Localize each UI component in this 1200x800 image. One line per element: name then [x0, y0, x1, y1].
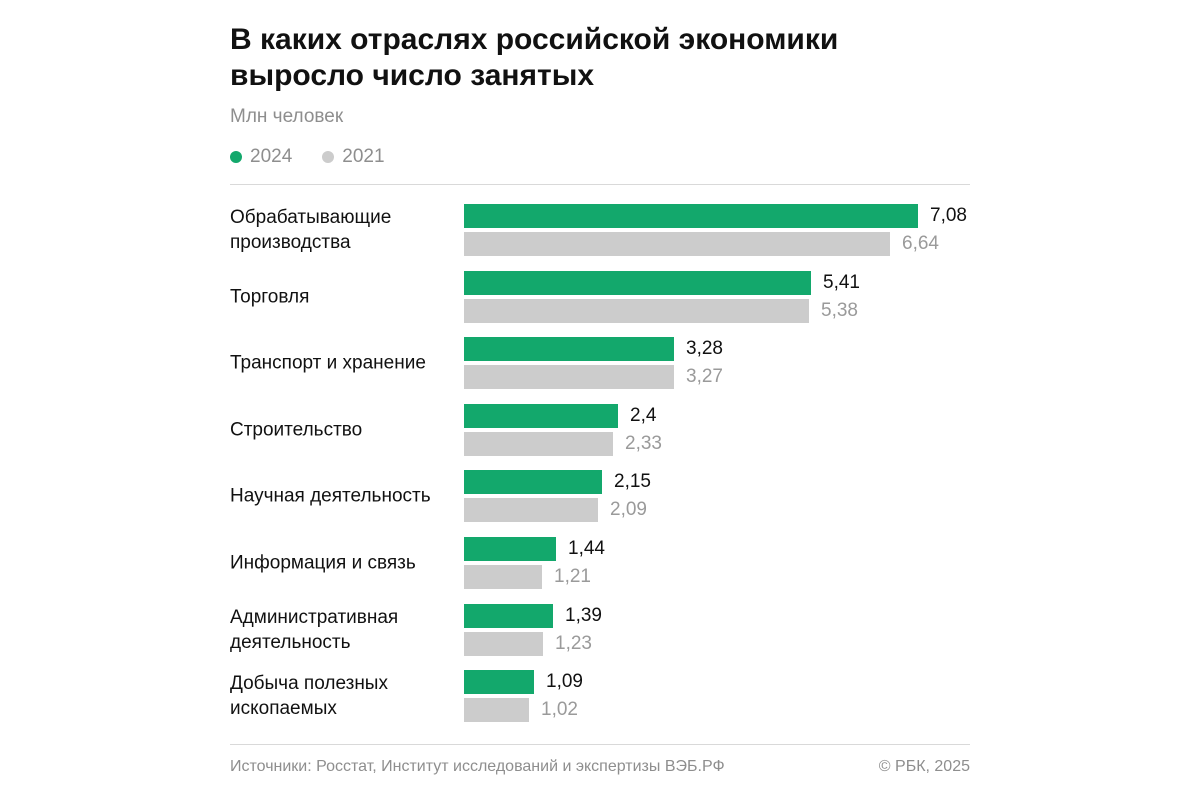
bottom-divider	[230, 744, 970, 745]
bar-2021	[464, 365, 674, 390]
category-label: Научная деятельность	[230, 485, 431, 507]
top-divider	[230, 184, 970, 185]
bar-2024	[464, 470, 602, 495]
bar-2021	[464, 431, 613, 456]
value-label-2021: 1,02	[541, 699, 578, 721]
bar-2021	[464, 232, 890, 256]
value-label-2021: 6,64	[902, 233, 939, 254]
value-label-2024: 3,28	[686, 338, 723, 360]
category-label: Административная деятельность	[230, 606, 399, 653]
bar-2024	[464, 204, 918, 228]
category-label: Обрабатывающие производства	[230, 207, 392, 253]
value-label-2021: 2,09	[610, 499, 647, 521]
category-label: Информация и связь	[230, 552, 416, 574]
source-note: Источники: Росстат, Институт исследовани…	[230, 758, 725, 775]
category-label: Строительство	[230, 419, 363, 441]
legend-item-2021: 2021	[322, 146, 385, 168]
bar-2021	[464, 698, 529, 723]
legend-label-2021: 2021	[342, 146, 385, 167]
bar-2021	[464, 631, 543, 656]
bar-2024	[464, 603, 553, 628]
bar-2024	[464, 670, 534, 695]
value-label-2024: 2,4	[630, 404, 657, 426]
legend-item-2024: 2024	[230, 146, 292, 168]
legend-dot-2024	[230, 151, 242, 163]
bar-2024	[464, 537, 556, 561]
legend-label-2024: 2024	[250, 146, 293, 167]
category-label: Торговля	[230, 286, 310, 308]
value-label-2024: 1,39	[565, 604, 602, 626]
legend-dot-2021	[322, 151, 335, 163]
category-label: Добыча полезных ископаемых	[230, 673, 388, 720]
chart-subtitle: Млн человек	[230, 106, 344, 127]
bar-2021	[464, 298, 809, 323]
value-label-2021: 2,33	[625, 432, 662, 454]
bar-2021	[464, 565, 542, 589]
value-label-2024: 7,08	[930, 205, 967, 226]
bar-2021	[464, 498, 598, 523]
value-label-2021: 1,21	[554, 566, 591, 587]
value-label-2021: 5,38	[821, 299, 858, 321]
value-label-2024: 5,41	[823, 271, 860, 293]
category-label: Транспорт и хранение	[230, 352, 426, 374]
value-label-2024: 1,44	[568, 538, 605, 559]
copyright-note: © РБК, 2025	[878, 758, 970, 775]
value-label-2024: 2,15	[614, 471, 651, 493]
bar-2024	[464, 403, 618, 428]
value-label-2024: 1,09	[546, 671, 583, 693]
bar-2024	[464, 337, 674, 362]
value-label-2021: 3,27	[686, 366, 723, 388]
chart-title: В каких отраслях российской экономики вы…	[230, 23, 839, 92]
value-label-2021: 1,23	[555, 632, 592, 654]
chart-legend: 2024 2021	[230, 146, 415, 168]
bar-2024	[464, 270, 811, 295]
